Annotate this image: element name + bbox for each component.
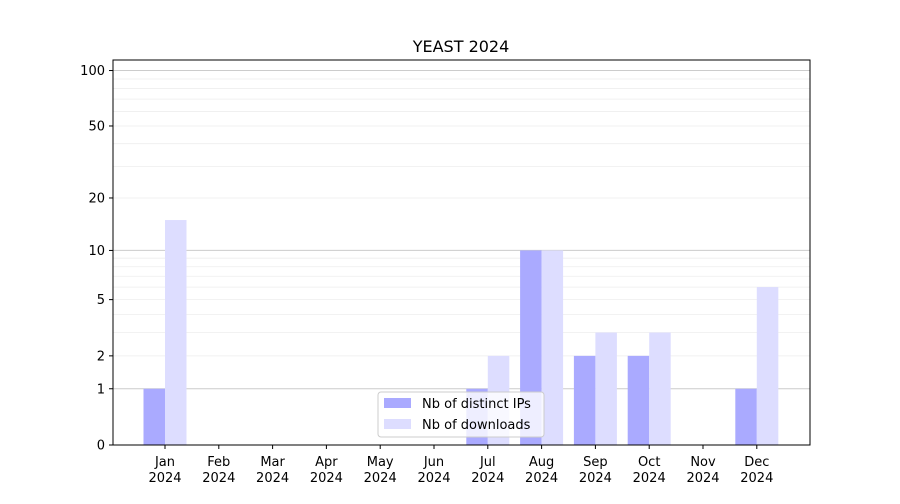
- chart-title: YEAST 2024: [412, 37, 510, 56]
- x-tick-label: Feb 2024: [202, 455, 235, 486]
- x-tick-label: Dec 2024: [740, 455, 773, 486]
- bar-downloads: [165, 220, 187, 445]
- bar-distinct-ips: [627, 355, 650, 445]
- y-tick-label: 2: [97, 349, 105, 364]
- x-tick-label: Nov 2024: [686, 455, 719, 486]
- y-tick-label: 10: [88, 244, 105, 259]
- x-tick-label: Oct 2024: [633, 455, 666, 486]
- x-tick-label: Jan 2024: [148, 455, 181, 486]
- x-tick-label: May 2024: [364, 455, 397, 486]
- y-tick-label: 50: [88, 119, 105, 134]
- legend: Nb of distinct IPs Nb of downloads: [377, 391, 545, 438]
- legend-swatch: [384, 398, 411, 408]
- y-tick-label: 0: [97, 439, 105, 454]
- x-tick-label: Sep 2024: [579, 455, 612, 486]
- bar-downloads: [541, 250, 564, 445]
- plot-frame: [112, 59, 811, 446]
- bar-downloads: [595, 332, 617, 445]
- bar-downloads: [649, 332, 671, 445]
- y-tick-label: 5: [97, 293, 105, 308]
- bar-downloads: [756, 287, 779, 445]
- bar-distinct-ips: [735, 388, 757, 445]
- legend-swatch: [384, 419, 411, 429]
- legend-box: [377, 391, 545, 438]
- y-tick-label: 20: [88, 191, 105, 206]
- y-tick-label: 1: [97, 382, 105, 397]
- y-tick-label: 100: [80, 64, 105, 79]
- bar-distinct-ips: [143, 388, 165, 445]
- bar-distinct-ips: [573, 355, 596, 445]
- x-tick-label: Jun 2024: [417, 455, 450, 486]
- x-tick-label: Jul 2024: [471, 455, 504, 486]
- legend-label: Nb of downloads: [422, 418, 531, 433]
- legend-label: Nb of distinct IPs: [422, 397, 531, 412]
- x-tick-label: Apr 2024: [310, 455, 343, 486]
- x-tick-label: Aug 2024: [525, 455, 558, 486]
- x-tick-label: Mar 2024: [256, 455, 289, 486]
